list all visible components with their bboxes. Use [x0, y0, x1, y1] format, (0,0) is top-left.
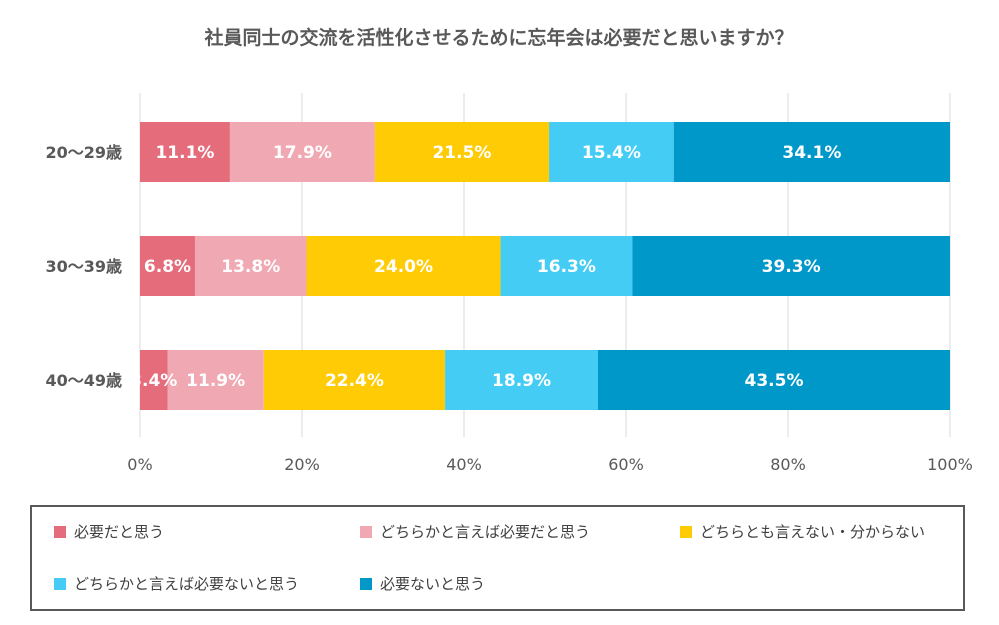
x-axis-ticks: 0% 20% 40% 60% 80% 100%	[127, 455, 973, 474]
bar-segment	[306, 236, 501, 296]
chart-title: 社員同士の交流を活性化させるために忘年会は必要だと思いますか？	[203, 26, 793, 49]
x-tick-label: 80%	[770, 455, 806, 474]
data-label: 11.1%	[155, 143, 214, 163]
data-label: 13.8%	[221, 257, 280, 277]
data-label: 17.9%	[273, 143, 332, 163]
data-label: 22.4%	[325, 371, 384, 391]
bar-segment	[445, 350, 599, 410]
bar-segment	[229, 122, 375, 182]
bar-segment	[549, 122, 674, 182]
bar-segment	[374, 122, 550, 182]
data-label: 11.9%	[186, 371, 245, 391]
data-label: 16.3%	[537, 257, 596, 277]
category-label: 30～39歳	[45, 257, 122, 276]
x-tick-label: 0%	[127, 455, 152, 474]
legend-swatch	[680, 525, 692, 538]
data-label: 3.4%	[130, 371, 177, 391]
x-tick-label: 20%	[284, 455, 320, 474]
data-label: 6.8%	[144, 257, 191, 277]
data-label: 43.5%	[745, 371, 804, 391]
legend-item: 必要ないと思う	[360, 573, 485, 594]
legend-label: どちらとも言えない・分からない	[700, 523, 926, 541]
bar-segment	[263, 350, 446, 410]
bar-segment	[167, 350, 264, 410]
legend-label: どちらかと言えば必要だと思う	[380, 523, 591, 541]
legend-label: どちらかと言えば必要ないと思う	[74, 575, 300, 593]
legend-item: どちらとも言えない・分からない	[680, 521, 925, 542]
legend-swatch	[360, 577, 372, 590]
legend-item: 必要だと思う	[54, 521, 164, 542]
legend-swatch	[54, 525, 66, 538]
legend-item: どちらかと言えば必要ないと思う	[54, 573, 299, 594]
bar-segment	[500, 236, 633, 296]
data-label: 18.9%	[492, 371, 551, 391]
legend: 必要だと思う どちらかと言えば必要だと思う どちらとも言えない・分からないどちらかと…	[30, 505, 965, 611]
bar-segment	[598, 350, 950, 410]
legend-label: 必要だと思う	[74, 523, 165, 541]
data-label: 34.1%	[782, 143, 841, 163]
category-label: 20～29歳	[45, 143, 122, 162]
bar-segment	[140, 236, 195, 296]
data-labels: 11.1% 17.9% 21.5% 15.4% 34.1% 6.8% 13.8% 24.0% 1…	[130, 143, 841, 391]
bar-segment	[140, 122, 230, 182]
data-label: 21.5%	[432, 143, 491, 163]
data-label: 39.3%	[762, 257, 821, 277]
legend-swatch	[360, 525, 372, 538]
bar-segment	[140, 350, 168, 410]
data-label: 24.0%	[374, 257, 433, 277]
data-label: 15.4%	[582, 143, 641, 163]
bar-segment	[194, 236, 307, 296]
category-label: 40～49歳	[45, 371, 122, 390]
legend-item: どちらかと言えば必要だと思う	[360, 521, 590, 542]
legend-label: 必要ないと思う	[380, 575, 486, 593]
x-tick-label: 40%	[446, 455, 482, 474]
bars	[140, 122, 950, 410]
category-labels: 20～29歳 30～39歳 40～49歳	[45, 143, 122, 390]
x-tick-label: 60%	[608, 455, 644, 474]
bar-segment	[673, 122, 950, 182]
bar-segment	[632, 236, 950, 296]
legend-swatch	[54, 577, 66, 590]
x-tick-label: 100%	[927, 455, 973, 474]
